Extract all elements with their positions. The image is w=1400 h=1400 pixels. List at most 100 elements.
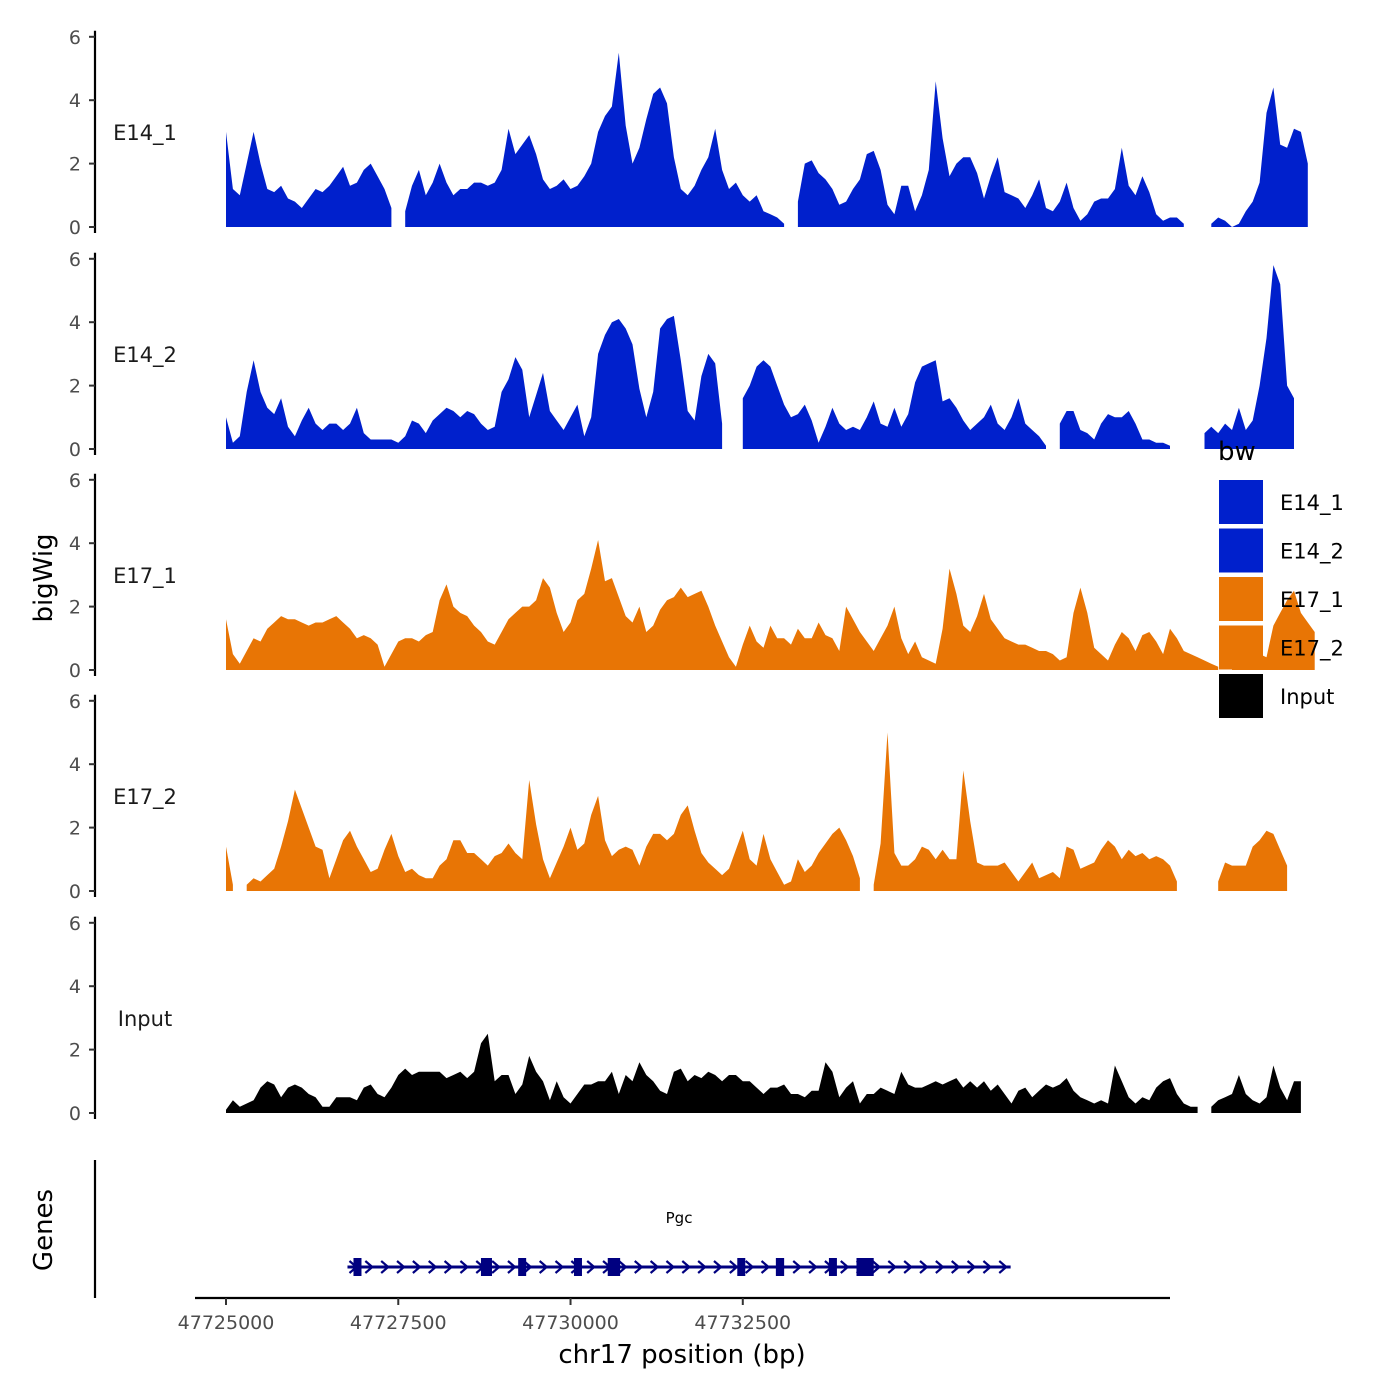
strand-arrow bbox=[618, 1260, 628, 1274]
exon-block bbox=[856, 1258, 874, 1276]
y-tick-label: 4 bbox=[69, 90, 81, 112]
facet-label-Input: Input bbox=[118, 1007, 172, 1031]
area-Input-segment-1 bbox=[1211, 1065, 1301, 1113]
legend-key-E14_2 bbox=[1219, 528, 1263, 573]
strand-arrow bbox=[443, 1260, 454, 1274]
strand-arrow bbox=[792, 1260, 802, 1274]
area-E17_1-segment-1 bbox=[1232, 590, 1315, 670]
area-E17_2-segment-0 bbox=[226, 846, 233, 891]
track-E14_1: 0 2 4 6 E14_1 bbox=[69, 27, 1308, 239]
strand-arrow bbox=[586, 1260, 596, 1274]
strand-arrow bbox=[459, 1260, 470, 1274]
y-tick-label: 6 bbox=[69, 249, 81, 271]
strand-arrow bbox=[491, 1260, 501, 1274]
strand-arrow bbox=[665, 1260, 676, 1274]
y-tick-label: 0 bbox=[69, 660, 81, 682]
legend-key-Input bbox=[1219, 674, 1263, 718]
area-E14_2-segment-3 bbox=[1204, 265, 1294, 449]
area-E14_1-segment-2 bbox=[797, 81, 1184, 227]
x-tick-label: 47730000 bbox=[522, 1312, 619, 1334]
strand-arrow bbox=[887, 1260, 898, 1274]
y-tick-label: 4 bbox=[69, 533, 81, 555]
area-E14_2-segment-1 bbox=[742, 360, 1046, 449]
x-tick-label: 47727500 bbox=[350, 1312, 447, 1334]
y-tick-label: 4 bbox=[69, 976, 81, 998]
legend-label-E14_1: E14_1 bbox=[1280, 491, 1344, 516]
legend-label-E14_2: E14_2 bbox=[1280, 540, 1344, 565]
area-E17_1-segment-0 bbox=[226, 540, 1219, 670]
y-tick-label: 2 bbox=[69, 154, 81, 176]
gene-track: Pgc bbox=[93, 1160, 1011, 1298]
y-tick-label: 6 bbox=[69, 470, 81, 492]
track-E14_2: 0 2 4 6 E14_2 bbox=[69, 249, 1294, 461]
strand-arrow bbox=[935, 1260, 945, 1274]
gene-track-title: Genes bbox=[29, 1189, 59, 1271]
exon-block bbox=[607, 1258, 621, 1276]
strand-arrow bbox=[760, 1260, 771, 1274]
legend-key-E17_2 bbox=[1219, 625, 1263, 670]
exon-block bbox=[775, 1258, 785, 1276]
track-Input: 0 2 4 6 Input bbox=[69, 913, 1301, 1125]
area-E17_2-segment-3 bbox=[1218, 830, 1288, 891]
area-E14_1-segment-0 bbox=[226, 131, 392, 227]
exon-block bbox=[353, 1258, 362, 1276]
y-tick-label: 0 bbox=[69, 1103, 81, 1125]
y-tick-label: 0 bbox=[69, 217, 81, 239]
y-tick-label: 6 bbox=[69, 691, 81, 713]
x-axis-title: chr17 position (bp) bbox=[558, 1340, 805, 1370]
facet-label-E17_1: E17_1 bbox=[113, 564, 177, 589]
area-Input-segment-0 bbox=[226, 1033, 1198, 1113]
exon-block bbox=[737, 1258, 746, 1276]
strand-arrow bbox=[634, 1260, 644, 1274]
y-tick-label: 0 bbox=[69, 881, 81, 903]
strand-arrow bbox=[966, 1260, 977, 1274]
strand-arrow bbox=[744, 1260, 755, 1274]
strand-arrow bbox=[950, 1260, 961, 1274]
track-E17_1: 0 2 4 6 E17_1 bbox=[69, 470, 1315, 682]
y-tick-label: 2 bbox=[69, 597, 81, 619]
strand-arrow bbox=[681, 1260, 691, 1274]
x-tick-label: 47732500 bbox=[694, 1312, 791, 1334]
exon-block bbox=[573, 1258, 582, 1276]
signal-tracks: 0 2 4 6 E14_1 0 2 4 6 E14_2 0 2 4 6 E17_1 0 2 4 6 E17_2 0 2 4 6… bbox=[69, 27, 1315, 1125]
x-axis: 47725000 47727500 47730000 47732500 bbox=[178, 1296, 1170, 1334]
legend-title: bw bbox=[1218, 437, 1256, 467]
y-tick-label: 2 bbox=[69, 1040, 81, 1062]
strand-arrow bbox=[507, 1260, 517, 1274]
strand-arrow bbox=[538, 1260, 549, 1274]
strand-arrow bbox=[396, 1260, 406, 1274]
strand-arrow bbox=[554, 1260, 565, 1274]
exon-block bbox=[480, 1258, 492, 1276]
strand-arrow bbox=[840, 1260, 850, 1274]
legend-label-Input: Input bbox=[1280, 685, 1334, 709]
strand-arrow bbox=[713, 1260, 723, 1274]
facet-label-E14_1: E14_1 bbox=[113, 121, 177, 146]
y-tick-label: 0 bbox=[69, 439, 81, 461]
area-E17_2-segment-2 bbox=[873, 732, 1177, 891]
y-tick-label: 6 bbox=[69, 913, 81, 935]
exon-block bbox=[828, 1258, 837, 1276]
area-E14_2-segment-0 bbox=[226, 315, 723, 449]
legend: bw E14_1 E14_2 E17_1 E17_2 Input bbox=[1218, 437, 1344, 718]
area-E14_1-segment-3 bbox=[1211, 87, 1308, 227]
legend-label-E17_1: E17_1 bbox=[1280, 588, 1344, 613]
strand-arrow bbox=[729, 1260, 739, 1274]
y-axis-title: bigWig bbox=[29, 533, 59, 622]
y-tick-label: 2 bbox=[69, 818, 81, 840]
strand-arrow bbox=[903, 1260, 913, 1274]
area-E17_2-segment-1 bbox=[246, 780, 860, 891]
strand-arrow bbox=[412, 1260, 422, 1274]
strand-arrow bbox=[649, 1260, 660, 1274]
strand-arrow bbox=[697, 1260, 707, 1274]
legend-label-E17_2: E17_2 bbox=[1280, 637, 1344, 662]
y-tick-label: 2 bbox=[69, 376, 81, 398]
x-tick-label: 47725000 bbox=[178, 1312, 275, 1334]
strand-arrow bbox=[982, 1260, 993, 1274]
strand-arrow bbox=[364, 1260, 375, 1274]
facet-label-E14_2: E14_2 bbox=[113, 343, 177, 368]
y-tick-label: 6 bbox=[69, 27, 81, 49]
facet-label-E17_2: E17_2 bbox=[113, 785, 177, 810]
area-E14_1-segment-1 bbox=[405, 52, 785, 228]
track-E17_2: 0 2 4 6 E17_2 bbox=[69, 691, 1288, 903]
